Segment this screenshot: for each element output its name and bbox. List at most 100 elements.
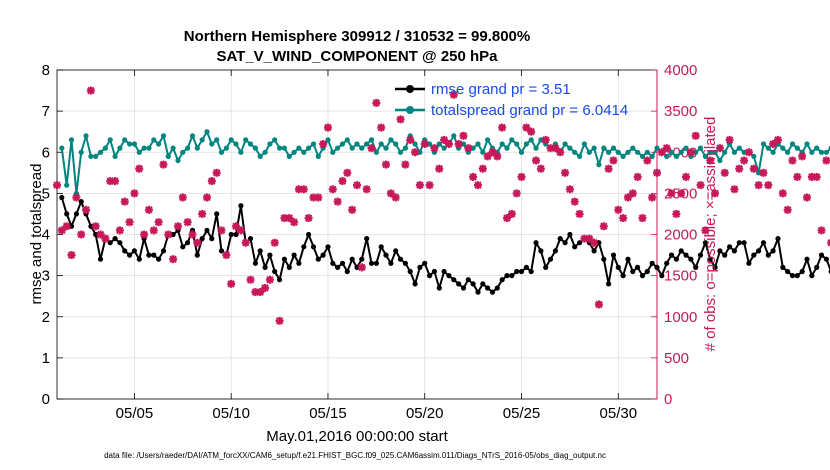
x-tick-label: 05/15	[309, 405, 347, 422]
obs-point	[773, 135, 782, 144]
spread-point	[625, 149, 631, 155]
y-left-tick-label: 3	[42, 268, 50, 285]
spread-point	[83, 133, 89, 139]
spread-point	[68, 137, 75, 143]
rmse-point	[344, 268, 350, 275]
spread-point	[567, 145, 573, 151]
obs-point	[135, 164, 144, 173]
rmse-point	[233, 231, 239, 238]
rmse-point	[252, 260, 258, 266]
obs-point	[643, 156, 652, 165]
spread-point	[717, 157, 723, 164]
rmse-point	[635, 264, 641, 270]
spread-point	[751, 153, 757, 159]
spread-point	[393, 141, 399, 147]
rmse-point	[668, 252, 675, 258]
rmse-point	[528, 268, 534, 275]
rmse-point	[591, 248, 597, 254]
spread-point	[209, 141, 215, 147]
rmse-point	[770, 248, 776, 254]
spread-point	[267, 141, 273, 147]
spread-point	[615, 149, 621, 155]
obs-point	[667, 189, 676, 198]
spread-point	[765, 145, 771, 151]
spread-point	[780, 145, 786, 151]
obs-point	[536, 164, 545, 173]
rmse-point	[262, 264, 268, 270]
rmse-point	[562, 240, 568, 246]
rmse-point	[818, 252, 825, 258]
spread-point	[509, 137, 515, 143]
spread-point	[673, 153, 680, 159]
legend-rmse-marker	[406, 85, 414, 93]
spread-point	[160, 133, 167, 139]
spread-point	[620, 153, 626, 159]
obs-point	[207, 177, 216, 186]
spread-point	[601, 145, 607, 151]
obs-point	[338, 177, 347, 186]
obs-point	[406, 135, 415, 144]
rmse-point	[68, 223, 75, 229]
obs-point	[265, 275, 274, 284]
obs-point	[614, 205, 623, 214]
obs-point	[440, 135, 449, 144]
spread-point	[388, 137, 394, 143]
obs-point	[120, 197, 129, 206]
rmse-point	[470, 281, 476, 287]
obs-point	[653, 168, 661, 177]
rmse-point	[702, 240, 709, 246]
obs-point	[720, 168, 729, 177]
spread-point	[697, 145, 704, 151]
rmse-point	[441, 268, 447, 275]
rmse-point	[688, 256, 694, 262]
spread-point	[88, 153, 94, 159]
rmse-point	[727, 244, 733, 250]
spread-point	[606, 149, 612, 155]
y-left-tick-label: 4	[42, 227, 50, 244]
spread-point	[427, 141, 433, 147]
rmse-point	[146, 252, 152, 258]
rmse-point	[431, 268, 437, 275]
spread-point	[591, 145, 597, 151]
legend-spread-label: totalspread grand pr = 6.0414	[431, 102, 628, 119]
spread-point	[325, 137, 331, 143]
data-file-footer: data file: /Users/raeder/DAI/ATM_forcXX/…	[104, 451, 606, 460]
rmse-point	[257, 248, 263, 254]
spread-point	[344, 137, 350, 143]
rmse-point	[485, 285, 491, 291]
obs-point	[91, 222, 100, 231]
rmse-point	[499, 277, 505, 283]
obs-point	[241, 238, 250, 247]
obs-point	[396, 115, 405, 124]
rmse-point	[659, 273, 665, 279]
obs-point	[425, 181, 434, 190]
rmse-point	[136, 256, 142, 262]
obs-point	[377, 123, 386, 132]
obs-point	[478, 164, 487, 173]
obs-point	[817, 226, 826, 235]
obs-point	[420, 140, 429, 149]
legend-spread-marker	[406, 106, 414, 114]
spread-point	[514, 141, 520, 147]
spread-point	[64, 182, 70, 188]
spread-point	[122, 137, 128, 143]
rmse-point	[518, 268, 525, 275]
spread-point	[296, 145, 302, 151]
rmse-point	[325, 244, 331, 250]
obs-point	[188, 230, 197, 239]
obs-point	[67, 251, 76, 260]
obs-point	[82, 205, 91, 214]
obs-point	[648, 193, 657, 202]
y-right-tick-label: 0	[664, 391, 672, 408]
spread-point	[247, 141, 254, 147]
obs-point	[149, 226, 158, 235]
rmse-point	[765, 252, 771, 258]
rmse-point	[523, 264, 530, 270]
spread-point	[823, 149, 830, 155]
obs-point	[749, 164, 758, 173]
y-right-axis-label: # of obs: o=possible; ×=assimilated	[702, 117, 719, 352]
obs-point	[638, 214, 647, 223]
rmse-point	[596, 240, 602, 246]
obs-point	[556, 148, 565, 157]
spread-point	[528, 137, 534, 143]
